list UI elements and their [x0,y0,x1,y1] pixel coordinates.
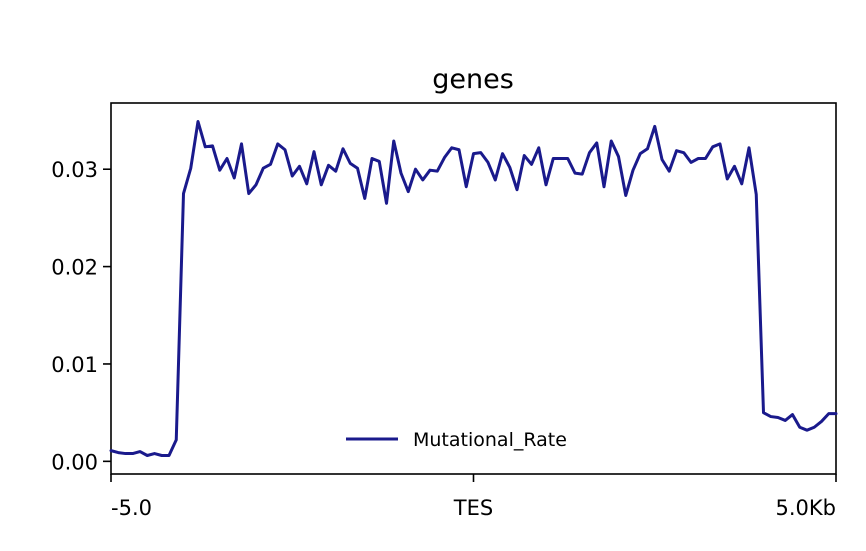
x-tick-label: -5.0 [111,496,152,520]
x-axis: -5.0 TES 5.0Kb [110,474,837,520]
legend: Mutational_Rate [346,429,567,451]
y-tick-label: 0.03 [51,158,98,182]
series-line-mutational-rate [109,120,838,457]
x-tick-label: TES [453,496,493,520]
chart-title: genes [432,64,514,95]
y-tick-label: 0.01 [51,353,98,377]
y-tick-label: 0.00 [51,450,98,474]
x-tick-label: 5.0Kb [776,496,837,520]
legend-label-mutational-rate: Mutational_Rate [413,429,567,451]
series-layer [109,120,838,457]
y-tick-label: 0.02 [51,256,98,280]
y-axis: 0.00 0.01 0.02 0.03 [51,158,111,474]
